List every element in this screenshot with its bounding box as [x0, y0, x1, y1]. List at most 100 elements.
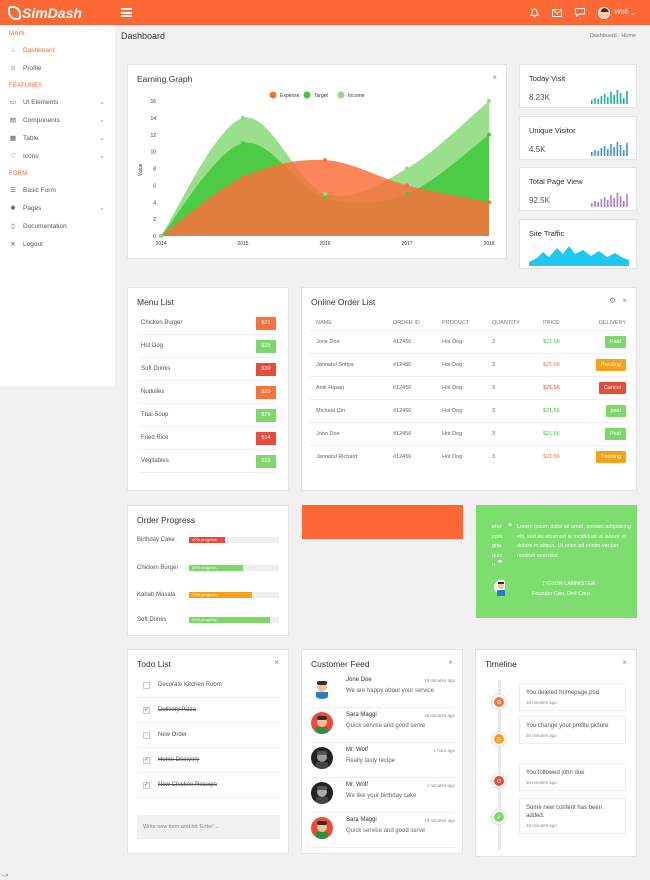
y-tick-label: 6 — [153, 183, 156, 189]
checkbox[interactable]: ✓ — [143, 706, 150, 714]
y-tick-label: 4 — [153, 200, 156, 206]
checkbox[interactable] — [143, 681, 150, 689]
status-button[interactable]: Paid — [604, 335, 626, 348]
price-badge: $30 — [256, 362, 276, 376]
cell-qty: 3 — [486, 398, 537, 422]
list-item[interactable]: Chicken Burger $21 — [138, 312, 276, 335]
feed-item[interactable]: Sara Maggi 40 minutes ago Quick service an… — [311, 813, 455, 848]
data-point-target[interactable] — [405, 191, 409, 196]
brand-logo[interactable]: SimDash — [0, 0, 115, 25]
data-point-expense[interactable] — [241, 174, 245, 179]
table-row[interactable]: John Doe #12456 Hot Dog 3 $21.56 Paid — [310, 421, 628, 445]
stat-title: Unique Visitor — [529, 126, 576, 135]
data-point-expense[interactable] — [487, 200, 491, 205]
list-item[interactable]: Fried Rice $14 — [138, 427, 276, 450]
close-icon[interactable]: × — [448, 658, 453, 667]
chat-icon[interactable] — [574, 7, 586, 19]
sidebar-item-pages[interactable]: ✺ Pages ⌄ — [0, 199, 115, 217]
status-button[interactable]: paid — [605, 404, 626, 417]
todo-item[interactable]: ✓ Delivery Pizza — [137, 698, 280, 723]
close-icon[interactable]: × — [622, 296, 627, 305]
status-button[interactable]: Pending — [595, 358, 626, 371]
sidebar-item-profile[interactable]: ☺ Profile — [0, 59, 115, 77]
sidebar-item-label: Profile — [23, 64, 42, 72]
progress-row: Birthday Cake 40% progress — [137, 536, 281, 544]
status-button[interactable]: Pending — [595, 450, 626, 463]
feed-item[interactable]: Mr. Wolf 1 minutes ago We like your birthd… — [311, 778, 455, 813]
cell-id: #12456 — [387, 398, 436, 422]
sidebar-item-dashboard[interactable]: ⌂ Dashboard — [0, 41, 115, 59]
sidebar-item-logout[interactable]: ✕ Logout — [0, 235, 115, 253]
breadcrumb-home[interactable]: Home — [621, 33, 636, 39]
earning-chart: 0 2 4 6 8 10 12 14 16 2014 2015 2016 2017 2018 Value Ex… — [138, 91, 495, 247]
table-row[interactable]: Jone Doe #12456 Hot Dog 3 $21.56 Paid — [310, 329, 628, 353]
table-row[interactable]: Jannatul Sofiya #12456 Hot Dog 3 $21.56 Pendi… — [310, 352, 628, 376]
data-point-expense[interactable] — [405, 183, 409, 188]
stat-value: 4.5K — [529, 145, 546, 154]
data-point-target[interactable] — [487, 132, 491, 137]
todo-text: New Order — [158, 732, 188, 738]
data-point-income[interactable] — [159, 234, 163, 238]
status-button[interactable]: Paid — [604, 427, 626, 440]
close-icon[interactable]: × — [492, 73, 497, 82]
data-point-income[interactable] — [405, 166, 409, 171]
close-icon[interactable]: × — [274, 658, 279, 667]
user-menu[interactable]: Wolf ⌄ — [598, 6, 636, 19]
feed-item[interactable]: Mr. Wolf 1 hour ago Really tasty recipe — [311, 743, 455, 778]
sidebar-item-table[interactable]: ▦ Table ⌄ — [0, 129, 115, 147]
close-icon[interactable]: × — [622, 658, 627, 667]
list-item[interactable]: Soft Drinks $30 — [138, 358, 276, 381]
stat-card-total-page-view: Total Page View 92.5K — [519, 167, 637, 211]
data-point-income[interactable] — [487, 99, 491, 103]
data-point-income[interactable] — [323, 191, 327, 196]
sparkline-bar — [607, 200, 609, 207]
checkbox[interactable]: ✓ — [143, 781, 150, 789]
sidebar-item-ui-elements[interactable]: ▭ UI Elements ⌄ — [0, 93, 115, 111]
list-item[interactable]: Hot Dog $15 — [138, 335, 276, 358]
table-row[interactable]: Jannatul Richard #12456 Hot Dog 3 $21.56 Pend… — [310, 444, 628, 468]
list-item[interactable]: Nudulles $25 — [138, 381, 276, 404]
sparkline — [529, 246, 629, 266]
progress-label: Soft Drinks — [137, 617, 167, 623]
data-point-target[interactable] — [323, 196, 327, 201]
feed-item[interactable]: Sara Maggi 40 minutes ago Quick service an… — [311, 708, 455, 743]
todo-item[interactable]: ✓ Home Delevery — [137, 748, 280, 773]
data-point-income[interactable] — [241, 115, 245, 120]
data-point-expense[interactable] — [323, 158, 327, 163]
status-button[interactable]: Cancel — [598, 381, 626, 394]
table-row[interactable]: Micheal Qin #12456 Hot Dog 3 $21.56 paid — [310, 398, 628, 422]
data-point-target[interactable] — [241, 141, 245, 146]
document-icon: ▯ — [11, 223, 15, 230]
list-item[interactable]: Thai Soup $29 — [138, 404, 276, 427]
checkbox[interactable]: ✓ — [143, 756, 150, 764]
column-header: QUANTITY — [492, 319, 520, 326]
feed-item[interactable]: Jone Doe 15 minutes ago We are happy about… — [311, 673, 455, 708]
gear-icon[interactable]: ⚙ — [608, 296, 616, 305]
table-row[interactable]: Anik Hasan #12456 Hot Dog 3 $21.56 Cancel — [310, 375, 628, 399]
timeline-dot-icon: ⊘ — [492, 695, 506, 709]
cell-delivery: Cancel — [587, 375, 628, 399]
sidebar-item-components[interactable]: ▤ Components ⌄ — [0, 111, 115, 129]
sparkline-bar — [626, 143, 628, 156]
todo-item[interactable]: New Order — [137, 723, 280, 748]
sidebar-item-documentation[interactable]: ▯ Documentation — [0, 217, 115, 235]
bell-icon[interactable] — [528, 7, 540, 19]
sidebar-item-label: Documentation — [23, 222, 67, 230]
list-item[interactable]: Vegitables $19 — [138, 450, 276, 473]
avatar — [311, 747, 333, 769]
promo-banner — [302, 505, 463, 539]
todo-item[interactable]: Decorate Kitchen Room — [137, 673, 280, 698]
legend-label: Expense — [280, 93, 300, 99]
feed-name: Jone Doe — [346, 677, 372, 683]
sparkline-bar — [619, 93, 622, 104]
column-header: DELIVERY — [598, 319, 626, 326]
checkbox[interactable] — [143, 731, 150, 739]
sparkline-bar — [600, 96, 603, 104]
todo-item[interactable]: ✓ New Chicken Receipe — [137, 773, 280, 798]
menu-toggle-icon[interactable] — [121, 8, 132, 17]
sidebar-item-icons[interactable]: ♡ Icons ⌄ — [0, 147, 115, 165]
todo-input[interactable]: Write new item and hit 'Enter'... — [137, 815, 280, 839]
breadcrumb-dashboard[interactable]: Dashboard — [589, 33, 617, 39]
mail-icon[interactable] — [551, 7, 563, 19]
sidebar-item-basic-form[interactable]: ☰ Basic Form — [0, 181, 115, 199]
